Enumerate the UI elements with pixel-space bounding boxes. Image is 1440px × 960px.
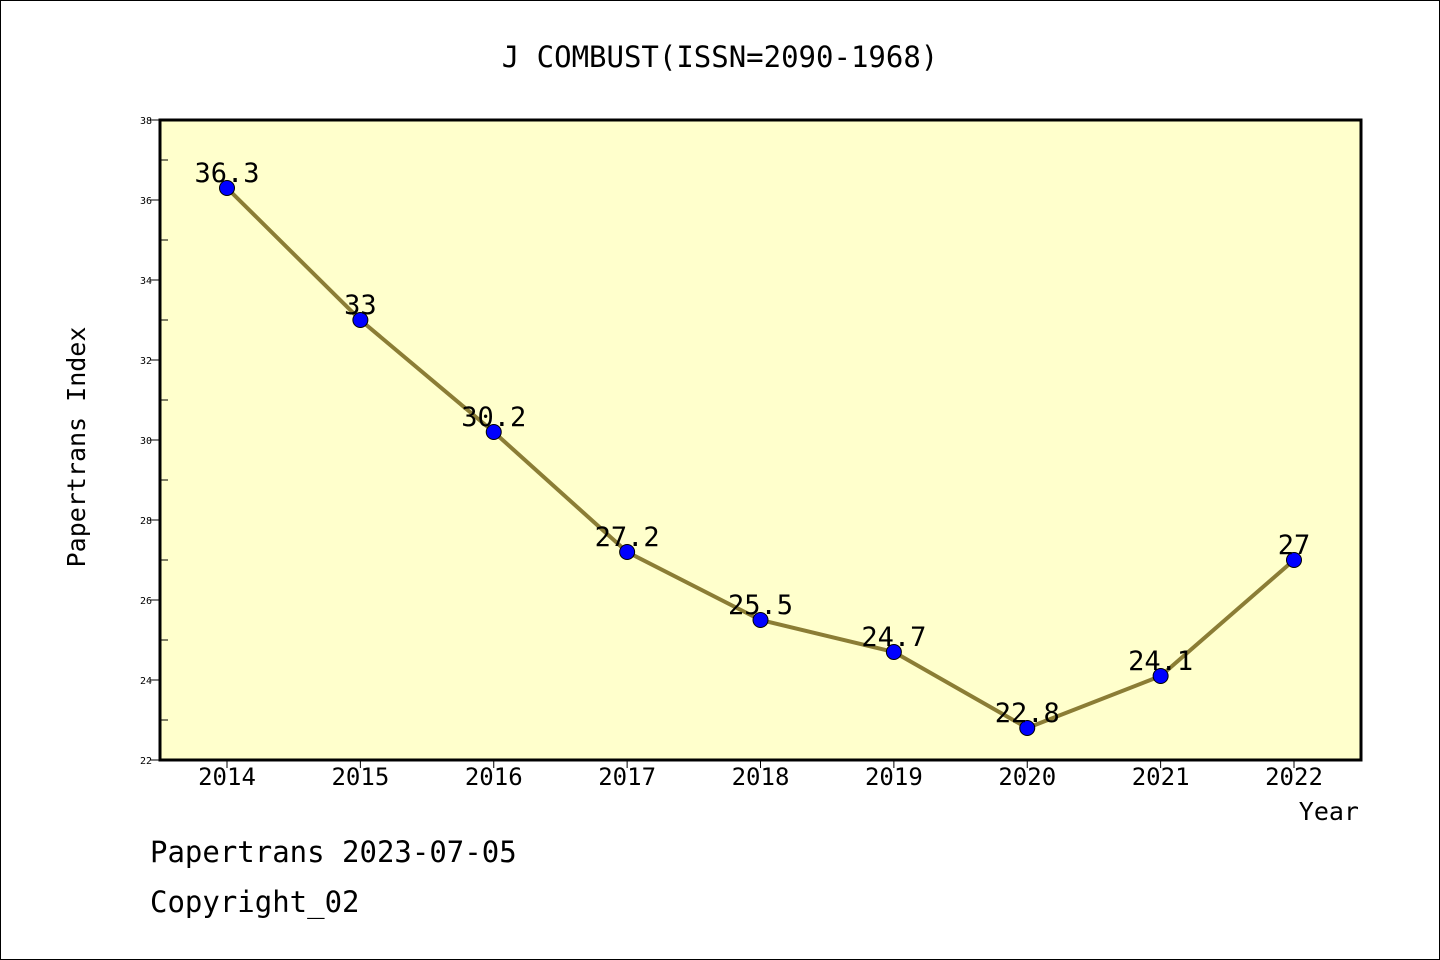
y-axis-label: Papertrans Index <box>62 327 91 568</box>
data-labels-group: 36.3 33 30.2 27.2 25.5 24.7 22.8 24.1 27 <box>194 158 1310 729</box>
x-tick-label: 2019 <box>865 763 923 791</box>
data-point <box>485 424 502 440</box>
y-tick-label: 34 <box>140 276 152 287</box>
data-point <box>752 612 769 628</box>
x-tick-label: 2014 <box>198 763 256 791</box>
data-label: 24.7 <box>861 622 926 653</box>
x-axis: 2014 2015 2016 2017 2018 2019 2020 2021 2022 <box>198 760 1323 791</box>
y-tick-label: 26 <box>140 596 152 607</box>
data-label: 22.8 <box>995 698 1060 729</box>
y-tick-label: 36 <box>140 196 152 207</box>
x-tick-label: 2022 <box>1265 763 1323 791</box>
data-label: 25.5 <box>728 590 793 621</box>
y-tick-label: 22 <box>140 756 152 767</box>
y-tick-label: 32 <box>140 356 152 367</box>
data-point <box>1019 720 1036 736</box>
x-tick-label: 2018 <box>732 763 790 791</box>
x-tick-label: 2017 <box>598 763 656 791</box>
y-axis: 22 24 26 28 30 32 34 36 38 <box>140 116 168 767</box>
x-tick-label: 2020 <box>998 763 1056 791</box>
data-point <box>352 312 369 328</box>
x-axis-label: Year <box>1299 797 1359 826</box>
data-point <box>885 644 902 660</box>
y-tick-label: 24 <box>140 676 152 687</box>
x-tick-label: 2021 <box>1132 763 1190 791</box>
x-tick-label: 2016 <box>465 763 523 791</box>
data-label: 30.2 <box>461 402 526 433</box>
data-point <box>1152 668 1169 684</box>
y-tick-label: 28 <box>140 516 152 527</box>
data-label: 33 <box>344 290 377 321</box>
data-label: 27 <box>1278 530 1311 561</box>
data-label: 24.1 <box>1128 646 1193 677</box>
y-tick-label: 30 <box>140 436 152 447</box>
series-line-group <box>219 180 1302 736</box>
data-point <box>219 180 235 196</box>
chart-title: J COMBUST(ISSN=2090-1968) <box>502 40 939 74</box>
data-label: 36.3 <box>194 158 259 189</box>
data-label: 27.2 <box>595 522 660 553</box>
y-tick-label: 38 <box>140 116 152 127</box>
x-tick-label: 2015 <box>331 763 389 791</box>
data-point <box>1286 552 1302 568</box>
footer-date: Papertrans 2023-07-05 <box>150 835 517 869</box>
plot-area <box>158 118 1363 762</box>
footer-copyright: Copyright_02 <box>150 885 360 919</box>
data-point <box>619 544 636 560</box>
